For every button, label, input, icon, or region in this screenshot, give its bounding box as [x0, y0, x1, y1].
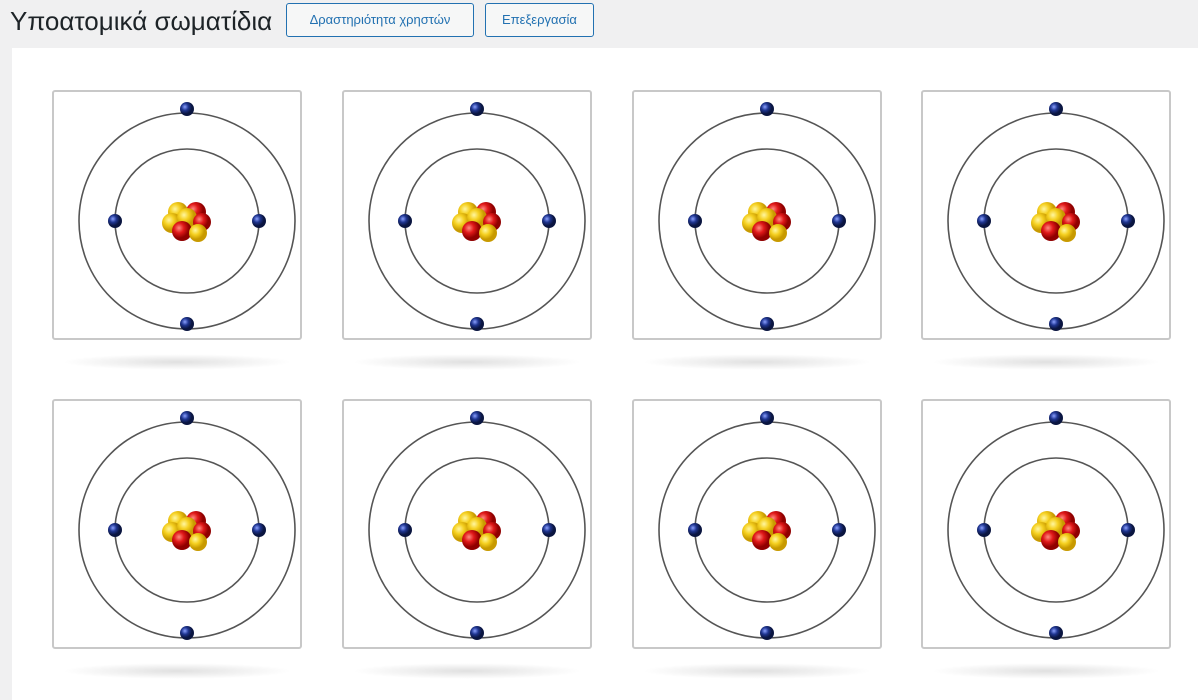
gallery [12, 48, 1198, 700]
image-card[interactable] [632, 90, 882, 340]
image-card[interactable] [921, 399, 1171, 649]
atom-image [54, 92, 300, 338]
atom-image [344, 401, 590, 647]
image-card[interactable] [342, 90, 592, 340]
card-shadow [931, 663, 1161, 679]
card-shadow [931, 354, 1161, 370]
image-card[interactable] [921, 90, 1171, 340]
atom-image [923, 401, 1169, 647]
image-card[interactable] [52, 399, 302, 649]
card-shadow [352, 663, 582, 679]
card-shadow [62, 663, 292, 679]
user-activity-button[interactable]: Δραστηριότητα χρηστών [286, 3, 474, 37]
image-card[interactable] [342, 399, 592, 649]
card-shadow [62, 354, 292, 370]
edit-button[interactable]: Επεξεργασία [485, 3, 594, 37]
image-card[interactable] [52, 90, 302, 340]
card-shadow [642, 663, 872, 679]
atom-image [923, 92, 1169, 338]
atom-image [634, 92, 880, 338]
card-shadow [352, 354, 582, 370]
atom-image [54, 401, 300, 647]
atom-image [634, 401, 880, 647]
page-title: Υποατομικά σωματίδια [10, 6, 273, 36]
atom-image [344, 92, 590, 338]
image-card[interactable] [632, 399, 882, 649]
card-shadow [642, 354, 872, 370]
